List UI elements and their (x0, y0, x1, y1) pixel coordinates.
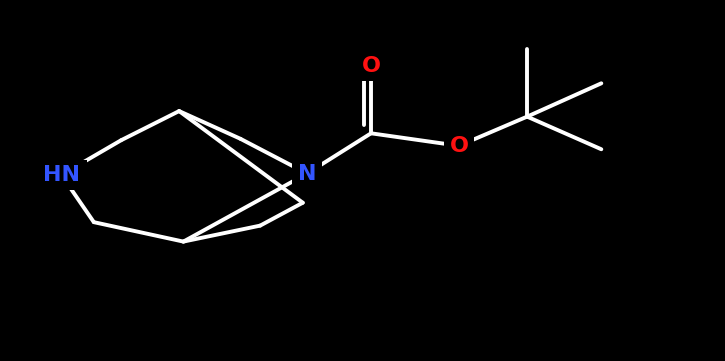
Bar (291, 158, 323, 189)
Text: HN: HN (43, 165, 80, 185)
Bar (444, 131, 474, 161)
Bar (356, 51, 386, 81)
Text: N: N (298, 164, 316, 183)
Bar (36, 160, 87, 190)
Text: O: O (362, 56, 381, 76)
Text: O: O (450, 136, 468, 156)
